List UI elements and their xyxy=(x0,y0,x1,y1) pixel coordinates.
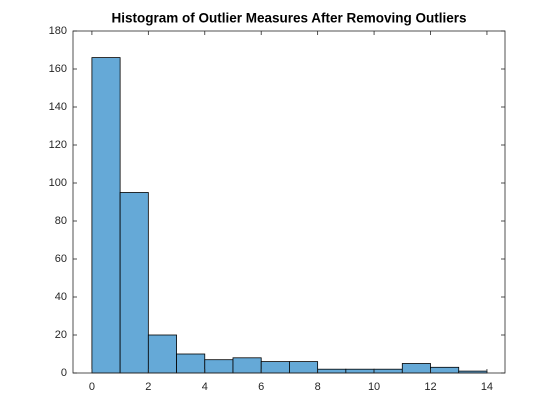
y-tick-label: 80 xyxy=(55,215,67,227)
y-tick-label: 100 xyxy=(49,177,67,189)
y-tick-label: 60 xyxy=(55,253,67,265)
y-tick-label: 40 xyxy=(55,291,67,303)
bar xyxy=(345,368,375,374)
x-tick-label: 0 xyxy=(89,381,95,393)
bar xyxy=(119,192,149,374)
y-tick-label: 180 xyxy=(49,25,67,37)
axes-box xyxy=(72,30,506,374)
bar xyxy=(373,368,403,374)
bar xyxy=(430,366,460,374)
x-tick-label: 12 xyxy=(424,381,436,393)
bar xyxy=(147,334,177,374)
y-tick-label: 160 xyxy=(49,63,67,75)
y-tick-label: 140 xyxy=(49,101,67,113)
bar xyxy=(289,361,319,374)
bar xyxy=(204,359,234,374)
x-tick-label: 8 xyxy=(315,381,321,393)
bar xyxy=(401,363,431,374)
bar xyxy=(91,57,121,374)
bar xyxy=(176,353,206,374)
y-tick-label: 20 xyxy=(55,329,67,341)
bar xyxy=(260,361,290,374)
bar xyxy=(317,368,347,374)
x-tick-label: 14 xyxy=(481,381,493,393)
x-tick-label: 10 xyxy=(368,381,380,393)
bar xyxy=(232,357,262,374)
y-tick-label: 120 xyxy=(49,139,67,151)
x-tick-label: 2 xyxy=(145,381,151,393)
chart-title: Histogram of Outlier Measures After Remo… xyxy=(111,11,466,26)
y-tick-label: 0 xyxy=(61,367,67,379)
x-tick-label: 6 xyxy=(258,381,264,393)
x-tick-label: 4 xyxy=(202,381,208,393)
